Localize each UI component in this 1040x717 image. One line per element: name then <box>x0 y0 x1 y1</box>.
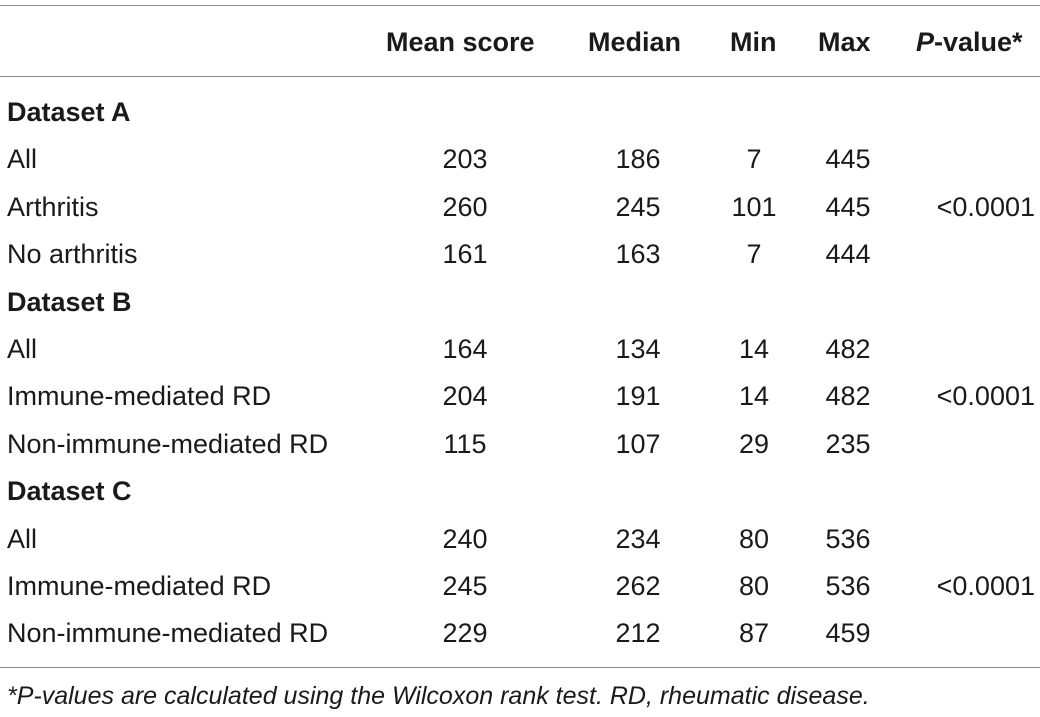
cell-max: 445 <box>825 144 871 174</box>
row-label: Non-immune-mediated RD <box>7 429 329 459</box>
cell-min: 7 <box>746 239 762 269</box>
cell-min: 101 <box>731 192 777 222</box>
table-footnote: *P-values are calculated using the Wilco… <box>7 682 870 710</box>
table-row: All 164 134 14 482 <box>0 326 1040 373</box>
cell-min: 29 <box>738 429 770 459</box>
cell-median: 212 <box>615 618 661 648</box>
section-title: Dataset C <box>7 476 132 506</box>
cell-max: 445 <box>825 192 871 222</box>
row-label: Arthritis <box>7 192 99 222</box>
cell-min: 14 <box>738 381 770 411</box>
cell-median: 107 <box>615 429 661 459</box>
cell-min: 80 <box>738 524 770 554</box>
cell-mean-score: 164 <box>442 334 488 364</box>
table-row: Non-immune-mediated RD 229 212 87 459 <box>0 610 1040 657</box>
header-p-italic: P <box>916 27 935 57</box>
table-row: All 240 234 80 536 <box>0 516 1040 563</box>
cell-mean-score: 229 <box>442 618 488 648</box>
table-row: Immune-mediated RD 245 262 80 536 <0.0001 <box>0 563 1040 610</box>
cell-min: 14 <box>738 334 770 364</box>
cell-max: 482 <box>825 381 871 411</box>
cell-mean-score: 260 <box>442 192 488 222</box>
section-header-row: Dataset B <box>0 279 1040 326</box>
cell-mean-score: 161 <box>442 239 488 269</box>
cell-median: 234 <box>615 524 661 554</box>
cell-p-value: <0.0001 <box>936 381 1035 411</box>
cell-min: 7 <box>746 144 762 174</box>
cell-mean-score: 245 <box>442 571 488 601</box>
cell-min: 87 <box>738 618 770 648</box>
header-min: Min <box>730 27 777 57</box>
cell-p-value: <0.0001 <box>936 571 1035 601</box>
cell-max: 482 <box>825 334 871 364</box>
row-label: All <box>7 144 38 174</box>
table-row: No arthritis 161 163 7 444 <box>0 231 1040 278</box>
header-median: Median <box>588 27 682 57</box>
row-label: Immune-mediated RD <box>7 571 272 601</box>
cell-median: 191 <box>615 381 661 411</box>
section-title: Dataset B <box>7 287 132 317</box>
table-header-rule <box>0 76 1040 77</box>
row-label: All <box>7 524 38 554</box>
cell-mean-score: 240 <box>442 524 488 554</box>
row-label: All <box>7 334 38 364</box>
table-row: Non-immune-mediated RD 115 107 29 235 <box>0 421 1040 468</box>
table-row: Arthritis 260 245 101 445 <0.0001 <box>0 184 1040 231</box>
cell-mean-score: 204 <box>442 381 488 411</box>
row-label: Immune-mediated RD <box>7 381 272 411</box>
cell-max: 536 <box>825 571 871 601</box>
cell-max: 536 <box>825 524 871 554</box>
cell-max: 459 <box>825 618 871 648</box>
cell-median: 163 <box>615 239 661 269</box>
header-p-value: P-value* <box>916 22 1023 62</box>
header-mean-score: Mean score <box>386 27 535 57</box>
section-header-row: Dataset A <box>0 89 1040 136</box>
cell-median: 245 <box>615 192 661 222</box>
header-max: Max <box>818 27 871 57</box>
section-title: Dataset A <box>7 97 131 127</box>
table-row: Immune-mediated RD 204 191 14 482 <0.0001 <box>0 373 1040 420</box>
row-label: No arthritis <box>7 239 138 269</box>
cell-min: 80 <box>738 571 770 601</box>
cell-max: 444 <box>825 239 871 269</box>
header-p-rest: -value* <box>934 27 1023 57</box>
cell-mean-score: 203 <box>442 144 488 174</box>
cell-max: 235 <box>825 429 871 459</box>
cell-mean-score: 115 <box>443 429 487 459</box>
cell-median: 134 <box>615 334 661 364</box>
table-bottom-rule <box>0 667 1040 668</box>
section-header-row: Dataset C <box>0 468 1040 515</box>
table-top-rule <box>0 5 1040 6</box>
cell-p-value: <0.0001 <box>936 192 1035 222</box>
cell-median: 186 <box>615 144 661 174</box>
table-row: All 203 186 7 445 <box>0 136 1040 183</box>
cell-median: 262 <box>615 571 661 601</box>
row-label: Non-immune-mediated RD <box>7 618 329 648</box>
